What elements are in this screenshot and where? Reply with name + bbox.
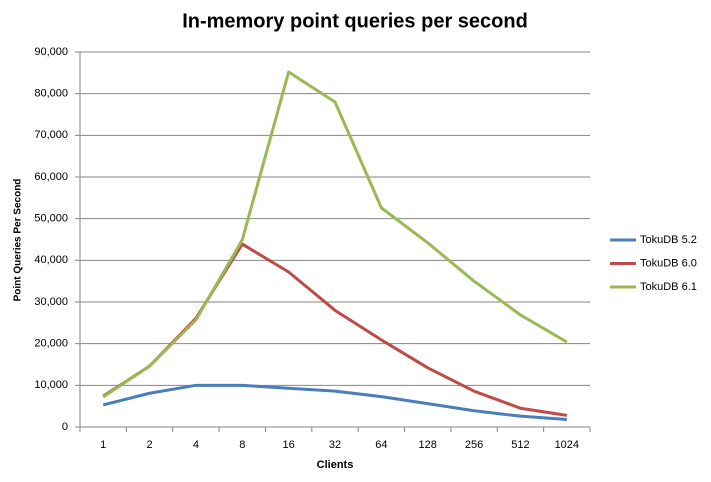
legend-label: TokuDB 6.0 [640, 257, 697, 269]
x-tick-label: 1 [100, 439, 106, 451]
y-tick-label: 40,000 [34, 254, 68, 266]
x-tick-label: 128 [419, 439, 437, 451]
y-tick-label: 80,000 [34, 88, 68, 100]
y-tick-label: 20,000 [34, 338, 68, 350]
y-axis-label: Point Queries Per Second [13, 179, 24, 302]
x-tick-label: 64 [375, 439, 387, 451]
y-tick-label: 0 [62, 421, 68, 433]
x-tick-label: 4 [193, 439, 199, 451]
legend-label: TokuDB 6.1 [640, 281, 697, 293]
x-tick-label: 32 [329, 439, 341, 451]
x-tick-label: 16 [283, 439, 295, 451]
y-tick-label: 50,000 [34, 213, 68, 225]
x-tick-label: 8 [239, 439, 245, 451]
y-tick-label: 30,000 [34, 296, 68, 308]
legend-label: TokuDB 5.2 [640, 234, 697, 246]
series-line [102, 383, 567, 421]
x-tick-label: 256 [465, 439, 483, 451]
chart-title: In-memory point queries per second [182, 10, 528, 32]
y-tick-label: 60,000 [34, 171, 68, 183]
x-tick-label: 512 [511, 439, 529, 451]
y-tick-label: 10,000 [34, 379, 68, 391]
y-tick-label: 70,000 [34, 129, 68, 141]
x-tick-label: 1024 [555, 439, 579, 451]
x-axis-label: Clients [317, 459, 354, 471]
y-tick-label: 90,000 [34, 46, 68, 58]
series-line [102, 70, 568, 399]
x-tick-label: 2 [146, 439, 152, 451]
